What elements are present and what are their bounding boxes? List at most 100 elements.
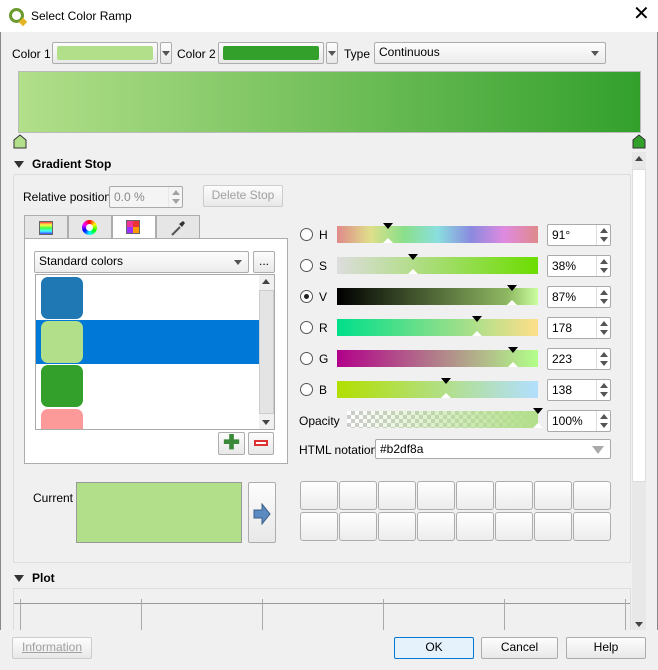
custom-swatch-cell[interactable] bbox=[456, 512, 494, 541]
custom-swatch-cell[interactable] bbox=[573, 512, 611, 541]
custom-swatch-cell[interactable] bbox=[378, 481, 416, 510]
minus-icon bbox=[254, 440, 268, 446]
channel-label: B bbox=[319, 383, 328, 397]
custom-swatch-cell[interactable] bbox=[378, 512, 416, 541]
color1-label: Color 1 bbox=[12, 47, 51, 61]
channel-label: V bbox=[319, 290, 328, 304]
stop-marker-end[interactable] bbox=[632, 134, 646, 149]
palette-list-item[interactable] bbox=[36, 364, 259, 408]
custom-swatch-cell[interactable] bbox=[456, 481, 494, 510]
color-swatch bbox=[41, 365, 83, 407]
color1-dropdown[interactable] bbox=[160, 42, 172, 64]
opacity-slider[interactable] bbox=[347, 408, 543, 428]
palette-grid-icon bbox=[126, 220, 140, 234]
custom-swatch-cell[interactable] bbox=[573, 481, 611, 510]
window-title: Select Color Ramp bbox=[31, 9, 132, 23]
channel-input-b[interactable]: 138 bbox=[547, 379, 611, 401]
eyedropper-icon bbox=[171, 221, 185, 236]
delete-stop-button[interactable]: Delete Stop bbox=[203, 185, 283, 207]
title-bar: Select Color Ramp ✕ bbox=[0, 0, 658, 32]
color2-label: Color 2 bbox=[177, 47, 216, 61]
custom-swatch-cell[interactable] bbox=[495, 512, 533, 541]
color-ramp-icon bbox=[39, 221, 53, 235]
channel-radio-r[interactable] bbox=[300, 321, 313, 334]
html-notation-input[interactable]: #b2df8a bbox=[375, 439, 611, 459]
tab-palette[interactable] bbox=[112, 215, 156, 240]
channel-slider-r[interactable] bbox=[337, 316, 538, 336]
relative-position-input[interactable]: 0.0 % bbox=[109, 186, 183, 208]
palette-list-item[interactable] bbox=[36, 320, 259, 364]
help-button[interactable]: Help bbox=[566, 637, 646, 659]
custom-swatch-cell[interactable] bbox=[300, 512, 338, 541]
color1-button[interactable] bbox=[52, 42, 158, 64]
channel-radio-g[interactable] bbox=[300, 352, 313, 365]
custom-swatch-cell[interactable] bbox=[534, 481, 572, 510]
color-swatch bbox=[41, 409, 83, 429]
remove-color-button[interactable] bbox=[248, 432, 274, 455]
add-to-swatches-button[interactable] bbox=[248, 482, 276, 543]
plot-gridline bbox=[504, 599, 505, 632]
ok-button[interactable]: OK bbox=[394, 637, 474, 659]
palette-select[interactable]: Standard colors bbox=[34, 251, 249, 273]
scroll-area-scrollbar[interactable] bbox=[632, 152, 646, 632]
channel-input-s[interactable]: 38% bbox=[547, 255, 611, 277]
tab-eyedropper[interactable] bbox=[156, 215, 200, 239]
channel-slider-s[interactable] bbox=[337, 254, 538, 274]
scrollbar-thumb bbox=[632, 169, 646, 482]
tab-color-ramp[interactable] bbox=[24, 215, 68, 239]
color-swatch bbox=[41, 277, 83, 319]
channel-label: H bbox=[319, 228, 328, 242]
channel-input-r[interactable]: 178 bbox=[547, 317, 611, 339]
plot-header[interactable]: Plot bbox=[14, 571, 55, 585]
plot-gridline bbox=[625, 599, 626, 632]
gradient-stop-header[interactable]: Gradient Stop bbox=[14, 157, 111, 171]
gradient-stop-group bbox=[13, 174, 631, 563]
channel-slider-h[interactable] bbox=[337, 223, 538, 243]
palette-list-item[interactable] bbox=[36, 408, 259, 429]
opacity-label: Opacity bbox=[299, 414, 340, 428]
plot-area bbox=[13, 588, 631, 632]
palette-list[interactable] bbox=[35, 274, 275, 430]
qgis-logo-icon bbox=[9, 8, 28, 27]
channel-radio-h[interactable] bbox=[300, 228, 313, 241]
information-button[interactable]: Information bbox=[12, 637, 92, 659]
custom-swatch-cell[interactable] bbox=[339, 481, 377, 510]
color2-swatch bbox=[223, 46, 319, 60]
custom-swatch-cell[interactable] bbox=[534, 512, 572, 541]
channel-input-h[interactable]: 91° bbox=[547, 224, 611, 246]
custom-swatch-cell[interactable] bbox=[495, 481, 533, 510]
color2-dropdown[interactable] bbox=[326, 42, 338, 64]
channel-slider-g[interactable] bbox=[337, 347, 538, 367]
add-color-button[interactable]: ✚ bbox=[218, 432, 245, 455]
gradient-preview[interactable] bbox=[18, 71, 641, 133]
palette-list-item[interactable] bbox=[36, 276, 259, 320]
channel-radio-s[interactable] bbox=[300, 259, 313, 272]
channel-radio-v[interactable] bbox=[300, 290, 313, 303]
custom-swatch-cell[interactable] bbox=[417, 481, 455, 510]
type-select[interactable]: Continuous bbox=[374, 42, 606, 64]
type-label: Type bbox=[344, 47, 371, 61]
channel-input-v[interactable]: 87% bbox=[547, 286, 611, 308]
custom-swatch-cell[interactable] bbox=[339, 512, 377, 541]
color2-button[interactable] bbox=[218, 42, 324, 64]
channel-label: G bbox=[319, 352, 329, 366]
channel-slider-v[interactable] bbox=[337, 285, 538, 305]
opacity-input[interactable]: 100% bbox=[547, 410, 611, 432]
custom-swatch-cell[interactable] bbox=[417, 512, 455, 541]
tab-color-wheel[interactable] bbox=[68, 215, 112, 239]
channel-input-g[interactable]: 223 bbox=[547, 348, 611, 370]
color1-swatch bbox=[57, 46, 153, 60]
color-wheel-icon bbox=[82, 220, 97, 235]
plot-gridline bbox=[262, 599, 263, 632]
palette-menu-button[interactable]: ... bbox=[253, 251, 275, 273]
channel-radio-b[interactable] bbox=[300, 383, 313, 396]
close-icon[interactable]: ✕ bbox=[633, 3, 650, 25]
palette-list-scrollbar[interactable] bbox=[259, 275, 274, 429]
cancel-button[interactable]: Cancel bbox=[481, 637, 558, 659]
custom-swatch-cell[interactable] bbox=[300, 481, 338, 510]
type-value: Continuous bbox=[379, 45, 440, 59]
channel-slider-b[interactable] bbox=[337, 378, 538, 398]
stop-marker-start[interactable] bbox=[13, 134, 27, 149]
channel-label: S bbox=[319, 259, 328, 273]
plot-gridline bbox=[20, 599, 21, 632]
